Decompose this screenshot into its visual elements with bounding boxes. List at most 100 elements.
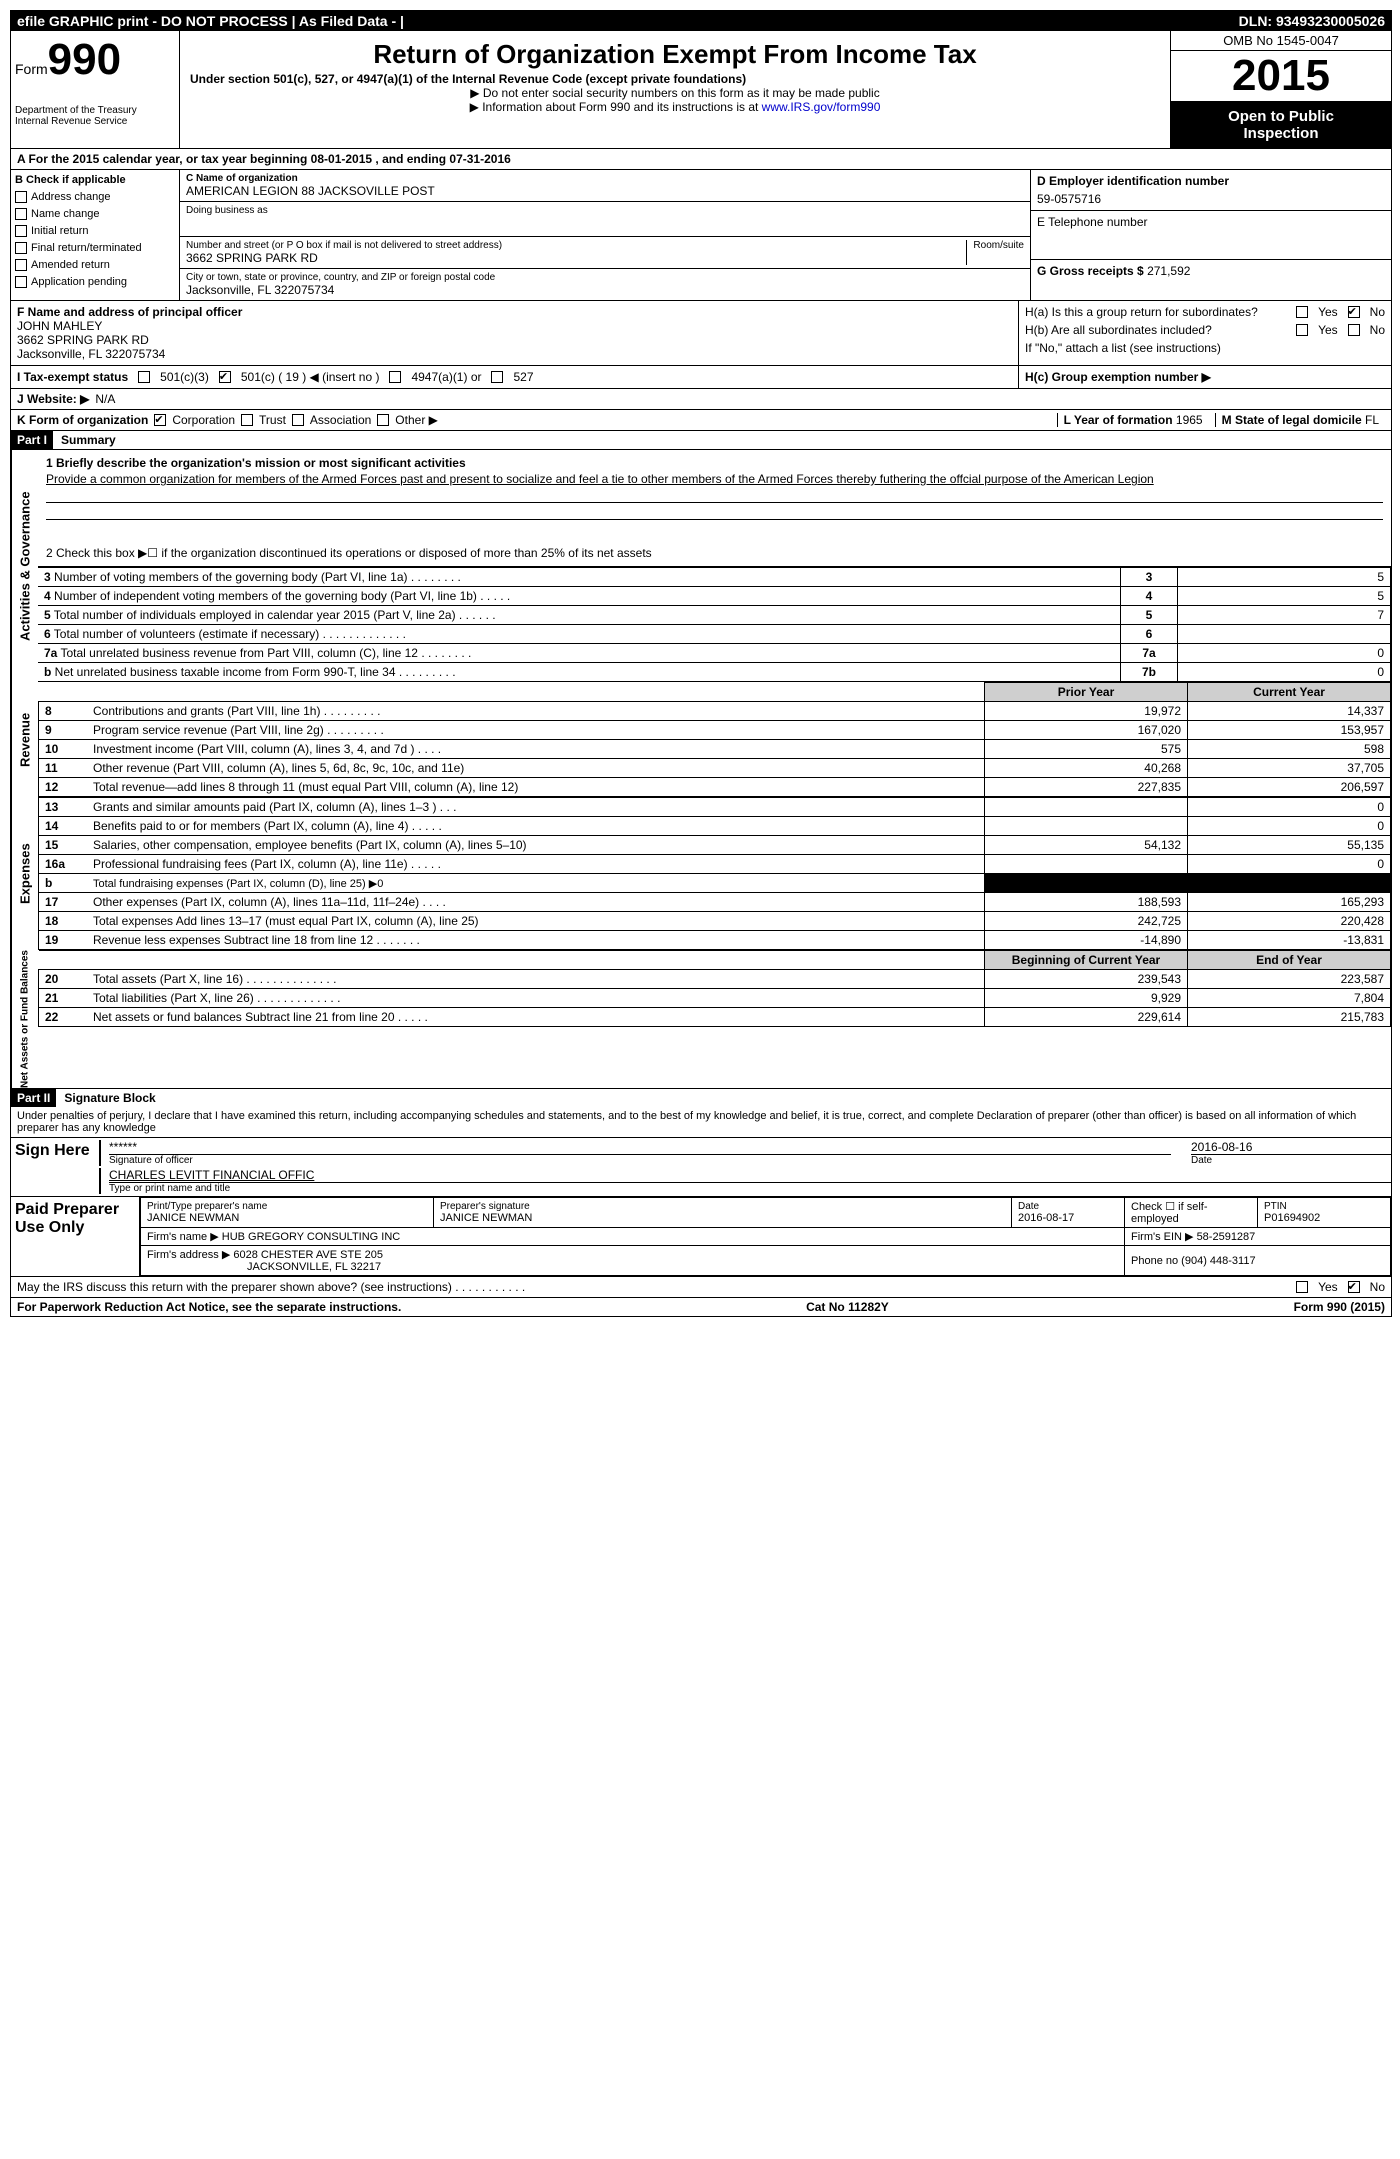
i-527-lbl: 527 bbox=[513, 370, 533, 384]
side-governance: Activities & Governance bbox=[11, 450, 38, 682]
k-label: K Form of organization bbox=[17, 413, 148, 427]
preparer-box: Paid Preparer Use Only Print/Type prepar… bbox=[11, 1196, 1391, 1276]
ha-yes[interactable] bbox=[1296, 306, 1308, 318]
k-other[interactable] bbox=[377, 414, 389, 426]
row-a: A For the 2015 calendar year, or tax yea… bbox=[11, 149, 1391, 170]
ha-no[interactable] bbox=[1348, 306, 1360, 318]
i-4947[interactable] bbox=[389, 371, 401, 383]
row-a-end: 07-31-2016 bbox=[449, 152, 510, 166]
check-amended-label: Amended return bbox=[31, 259, 110, 271]
l-label: L Year of formation bbox=[1064, 413, 1173, 427]
discuss-yes[interactable] bbox=[1296, 1281, 1308, 1293]
exp-section: Expenses 13Grants and similar amounts pa… bbox=[11, 797, 1391, 950]
j-value: N/A bbox=[95, 392, 115, 406]
prep-h5: PTIN bbox=[1264, 1201, 1384, 1212]
rev-section: Revenue Prior Year Current Year 8Contrib… bbox=[11, 682, 1391, 797]
discuss-text: May the IRS discuss this return with the… bbox=[17, 1280, 525, 1294]
form-subtitle: Under section 501(c), 527, or 4947(a)(1)… bbox=[190, 72, 1160, 86]
k-assoc[interactable] bbox=[292, 414, 304, 426]
check-final[interactable] bbox=[15, 242, 27, 254]
prep-h1: Print/Type preparer's name bbox=[147, 1201, 427, 1212]
officer-name: JOHN MAHLEY bbox=[17, 319, 1012, 333]
part-1-header: Part I Summary bbox=[11, 430, 1391, 449]
preparer-table: Print/Type preparer's nameJANICE NEWMAN … bbox=[140, 1197, 1391, 1276]
k-corp[interactable] bbox=[154, 414, 166, 426]
org-city: Jacksonville, FL 322075734 bbox=[186, 283, 1024, 297]
sig-stars: ****** bbox=[109, 1140, 1171, 1154]
check-name-label: Name change bbox=[31, 208, 100, 220]
discuss-row: May the IRS discuss this return with the… bbox=[11, 1276, 1391, 1297]
k-assoc-lbl: Association bbox=[310, 413, 371, 427]
part-2-tag: Part II bbox=[11, 1089, 56, 1107]
officer-addr2: Jacksonville, FL 322075734 bbox=[17, 347, 1012, 361]
sig-date: 2016-08-16 bbox=[1191, 1140, 1391, 1154]
org-name: AMERICAN LEGION 88 JACKSOVILLE POST bbox=[186, 184, 1024, 198]
hb-label: H(b) Are all subordinates included? bbox=[1025, 323, 1266, 337]
part-2-title: Signature Block bbox=[56, 1091, 155, 1105]
check-pending[interactable] bbox=[15, 276, 27, 288]
prep-ptin: P01694902 bbox=[1264, 1212, 1384, 1224]
check-name[interactable] bbox=[15, 208, 27, 220]
part-1-title: Summary bbox=[53, 433, 116, 447]
check-initial[interactable] bbox=[15, 225, 27, 237]
form-990: efile GRAPHIC print - DO NOT PROCESS | A… bbox=[10, 10, 1392, 1317]
discuss-no[interactable] bbox=[1348, 1281, 1360, 1293]
checks-header: B Check if applicable bbox=[15, 174, 175, 186]
prep-selfemp: Check ☐ if self-employed bbox=[1125, 1198, 1258, 1228]
hb-yes-lbl: Yes bbox=[1318, 323, 1338, 337]
row-i-hc: I Tax-exempt status 501(c)(3) 501(c) ( 1… bbox=[11, 365, 1391, 388]
tax-year: 2015 bbox=[1171, 51, 1391, 102]
discuss-yes-lbl: Yes bbox=[1318, 1280, 1338, 1294]
i-501c[interactable] bbox=[219, 371, 231, 383]
k-trust[interactable] bbox=[241, 414, 253, 426]
open-badge: Open to Public Inspection bbox=[1171, 102, 1391, 148]
checks-column: B Check if applicable Address change Nam… bbox=[11, 170, 180, 300]
check-address[interactable] bbox=[15, 191, 27, 203]
header: Form990 Department of the Treasury Inter… bbox=[11, 31, 1391, 149]
form-number: 990 bbox=[48, 35, 121, 84]
officer-addr1: 3662 SPRING PARK RD bbox=[17, 333, 1012, 347]
dept-1: Department of the Treasury bbox=[15, 105, 175, 116]
part-1-tag: Part I bbox=[11, 431, 53, 449]
mission-text: Provide a common organization for member… bbox=[46, 472, 1383, 486]
i-527[interactable] bbox=[491, 371, 503, 383]
discuss-no-lbl: No bbox=[1370, 1280, 1385, 1294]
e-label: E Telephone number bbox=[1037, 215, 1385, 229]
i-501c-lbl: 501(c) ( 19 ) ◀ (insert no ) bbox=[241, 370, 380, 384]
org-address: 3662 SPRING PARK RD bbox=[186, 251, 502, 265]
badge-2: Inspection bbox=[1173, 125, 1389, 142]
k-trust-lbl: Trust bbox=[259, 413, 286, 427]
hb-no-lbl: No bbox=[1370, 323, 1385, 337]
foot-left: For Paperwork Reduction Act Notice, see … bbox=[17, 1300, 401, 1314]
net-table: Beginning of Current Year End of Year 20… bbox=[38, 950, 1391, 1027]
side-revenue: Revenue bbox=[11, 682, 38, 797]
f-box: F Name and address of principal officer … bbox=[11, 301, 1018, 365]
header-right: OMB No 1545-0047 2015 Open to Public Ins… bbox=[1170, 31, 1391, 148]
i-label: I Tax-exempt status bbox=[17, 370, 128, 384]
gov-section: Activities & Governance 1 Briefly descri… bbox=[11, 449, 1391, 682]
part-2-header: Part II Signature Block bbox=[11, 1088, 1391, 1107]
gov-table: 3 Number of voting members of the govern… bbox=[38, 567, 1391, 682]
phone: (904) 448-3117 bbox=[1181, 1255, 1255, 1267]
sig-date-label: Date bbox=[1191, 1154, 1391, 1166]
badge-1: Open to Public bbox=[1173, 108, 1389, 125]
sign-here-label: Sign Here bbox=[11, 1138, 99, 1196]
prep-h3: Date bbox=[1018, 1201, 1118, 1212]
ha-yes-lbl: Yes bbox=[1318, 305, 1338, 319]
i-4947-lbl: 4947(a)(1) or bbox=[411, 370, 481, 384]
note-1: ▶ Do not enter social security numbers o… bbox=[190, 86, 1160, 100]
side-netassets: Net Assets or Fund Balances bbox=[11, 950, 38, 1088]
preparer-label: Paid Preparer Use Only bbox=[11, 1197, 140, 1276]
f-label: F Name and address of principal officer bbox=[17, 305, 1012, 319]
hb-yes[interactable] bbox=[1296, 324, 1308, 336]
i-501c3[interactable] bbox=[138, 371, 150, 383]
check-amended[interactable] bbox=[15, 259, 27, 271]
h-box: H(a) Is this a group return for subordin… bbox=[1018, 301, 1391, 365]
row-k: K Form of organization Corporation Trust… bbox=[11, 409, 1391, 430]
footer: For Paperwork Reduction Act Notice, see … bbox=[11, 1297, 1391, 1316]
omb-number: OMB No 1545-0047 bbox=[1171, 31, 1391, 51]
irs-link[interactable]: www.IRS.gov/form990 bbox=[762, 100, 881, 114]
header-left: Form990 Department of the Treasury Inter… bbox=[11, 31, 180, 148]
hb-no[interactable] bbox=[1348, 324, 1360, 336]
check-final-label: Final return/terminated bbox=[31, 242, 142, 254]
